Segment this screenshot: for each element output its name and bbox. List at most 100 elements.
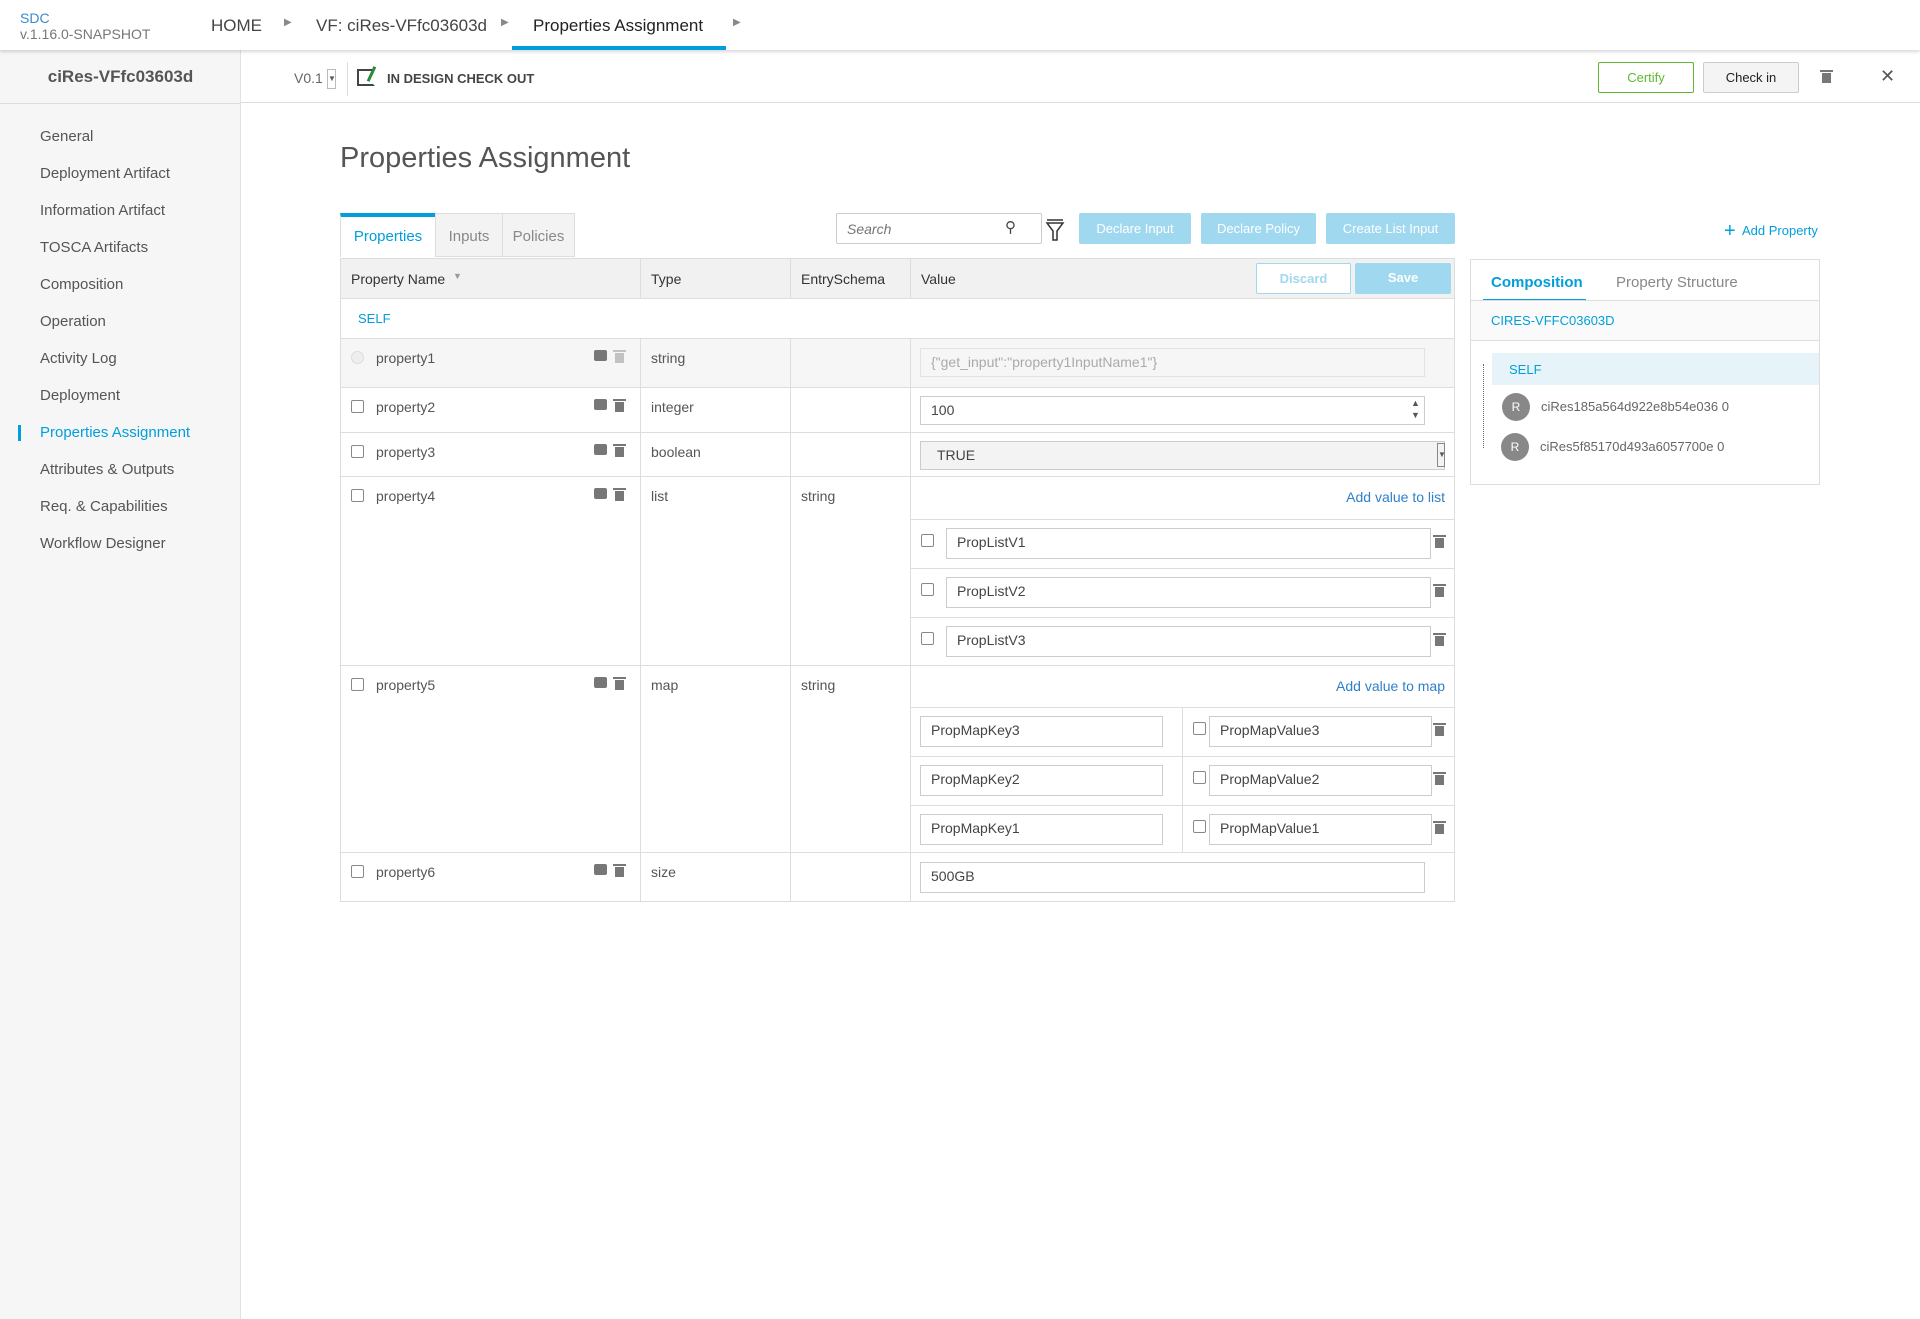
map-value-input[interactable]: PropMapValue3 (1209, 716, 1432, 747)
tab-inputs[interactable]: Inputs (435, 213, 503, 257)
tab-composition[interactable]: Composition (1491, 274, 1583, 291)
trash-icon (1820, 70, 1833, 84)
filter-icon[interactable] (1045, 218, 1065, 242)
property-name: property1 (376, 350, 436, 366)
add-property-link[interactable]: Add Property (1742, 223, 1818, 238)
tree-item-instance[interactable]: ciRes5f85170d493a6057700e 0 (1540, 439, 1725, 454)
comment-icon[interactable] (594, 444, 607, 455)
caret-down-icon[interactable]: ▼ (1437, 443, 1446, 467)
chevron-right-icon: ▶ (733, 17, 741, 28)
trash-icon[interactable] (613, 864, 626, 878)
row-checkbox[interactable] (351, 489, 364, 502)
map-key-input[interactable]: PropMapKey2 (920, 765, 1163, 796)
search-input[interactable] (836, 213, 1042, 244)
trash-icon[interactable] (613, 399, 626, 413)
map-value-input[interactable]: PropMapValue1 (1209, 814, 1432, 845)
caret-down-icon[interactable]: ▼ (327, 69, 336, 89)
row-checkbox[interactable] (351, 445, 364, 458)
declare-policy-button[interactable]: Declare Policy (1201, 213, 1316, 244)
breadcrumb-vf[interactable]: VF: ciRes-VFfc03603d (316, 16, 488, 35)
trash-icon[interactable] (613, 677, 626, 691)
map-value-input[interactable]: PropMapValue2 (1209, 765, 1432, 796)
list-item: PropListV3 (911, 617, 1455, 666)
value-select[interactable]: TRUE (920, 441, 1445, 470)
trash-icon[interactable] (613, 444, 626, 458)
close-icon[interactable]: ✕ (1880, 66, 1896, 86)
table-row: property4 list string Add value to list … (341, 477, 1455, 666)
save-button[interactable]: Save (1355, 263, 1451, 294)
sidebar-item-properties-assignment[interactable]: Properties Assignment (40, 424, 191, 441)
component-name[interactable]: CIRES-VFFC03603D (1491, 313, 1615, 328)
comment-icon[interactable] (594, 488, 607, 499)
sidebar-item-general[interactable]: General (40, 128, 94, 145)
create-list-input-button[interactable]: Create List Input (1326, 213, 1455, 244)
search-icon[interactable]: ⚲ (1005, 219, 1016, 236)
item-checkbox[interactable] (921, 534, 934, 547)
tab-policies[interactable]: Policies (502, 213, 575, 257)
trash-icon[interactable] (1433, 772, 1446, 786)
sidebar-item-req-capabilities[interactable]: Req. & Capabilities (40, 498, 168, 515)
item-checkbox[interactable] (921, 632, 934, 645)
breadcrumb-current[interactable]: Properties Assignment (533, 16, 704, 35)
item-checkbox[interactable] (1193, 820, 1206, 833)
discard-button[interactable]: Discard (1256, 263, 1351, 294)
item-checkbox[interactable] (921, 583, 934, 596)
comment-icon[interactable] (594, 677, 607, 688)
trash-icon[interactable] (613, 488, 626, 502)
list-value-input[interactable]: PropListV2 (946, 577, 1431, 608)
check-in-button[interactable]: Check in (1703, 62, 1799, 93)
spinner-icon[interactable]: ▲ ▼ (1411, 398, 1420, 420)
list-value-input[interactable]: PropListV3 (946, 626, 1431, 657)
sidebar-item-composition[interactable]: Composition (40, 276, 124, 293)
sort-caret-icon[interactable]: ▼ (453, 271, 462, 281)
checkout-icon (357, 69, 375, 86)
active-indicator (18, 425, 21, 441)
sidebar-item-workflow-designer[interactable]: Workflow Designer (40, 535, 166, 552)
tree-item-self[interactable]: SELF (1492, 353, 1819, 385)
item-checkbox[interactable] (1193, 771, 1206, 784)
row-checkbox[interactable] (351, 865, 364, 878)
table-row: property1 string {"get_input":"property1… (341, 339, 1454, 388)
delete-icon[interactable] (1820, 70, 1834, 86)
chevron-right-icon: ▶ (501, 17, 509, 28)
map-entry: PropMapKey1 PropMapValue1 (911, 805, 1455, 853)
sidebar-item-information-artifact[interactable]: Information Artifact (40, 202, 166, 219)
map-key-input[interactable]: PropMapKey3 (920, 716, 1163, 747)
map-key-input[interactable]: PropMapKey1 (920, 814, 1163, 845)
version-selector[interactable]: V0.1 (294, 70, 323, 86)
app-name[interactable]: SDC (20, 10, 50, 26)
row-checkbox[interactable] (351, 400, 364, 413)
sidebar-item-deployment-artifact[interactable]: Deployment Artifact (40, 165, 171, 182)
sidebar-item-tosca-artifacts[interactable]: TOSCA Artifacts (40, 239, 149, 256)
value-input[interactable]: 500GB (920, 862, 1425, 893)
trash-icon[interactable] (1433, 723, 1446, 737)
trash-icon[interactable] (1433, 535, 1446, 549)
tab-properties[interactable]: Properties (340, 213, 436, 257)
breadcrumb-home[interactable]: HOME (211, 16, 262, 35)
comment-icon[interactable] (594, 399, 607, 410)
sidebar-item-activity-log[interactable]: Activity Log (40, 350, 117, 367)
comment-icon[interactable] (594, 350, 607, 361)
sidebar-item-operation[interactable]: Operation (40, 313, 106, 330)
map-entry: PropMapKey2 PropMapValue2 (911, 756, 1455, 805)
trash-icon[interactable] (1433, 584, 1446, 598)
trash-icon[interactable] (1433, 633, 1446, 647)
item-checkbox[interactable] (1193, 722, 1206, 735)
add-value-to-map-link[interactable]: Add value to map (1336, 678, 1445, 694)
certify-button[interactable]: Certify (1598, 62, 1694, 93)
sidebar-item-deployment[interactable]: Deployment (40, 387, 121, 404)
declare-input-button[interactable]: Declare Input (1079, 213, 1191, 244)
table-row: property2 integer 100 ▲ ▼ (341, 388, 1454, 433)
comment-icon[interactable] (594, 864, 607, 875)
sidebar-item-attributes-outputs[interactable]: Attributes & Outputs (40, 461, 175, 478)
value-number-input[interactable]: 100 (920, 396, 1425, 425)
add-value-to-list-link[interactable]: Add value to list (1346, 489, 1445, 505)
list-value-input[interactable]: PropListV1 (946, 528, 1431, 559)
plus-icon[interactable]: + (1724, 220, 1736, 242)
tab-property-structure[interactable]: Property Structure (1616, 274, 1738, 291)
map-entry: PropMapKey3 PropMapValue3 (911, 707, 1455, 756)
tree-item-instance[interactable]: ciRes185a564d922e8b54e036 0 (1541, 399, 1729, 414)
row-checkbox[interactable] (351, 678, 364, 691)
trash-icon[interactable] (1433, 821, 1446, 835)
header-property-name[interactable]: Property Name (351, 271, 446, 287)
